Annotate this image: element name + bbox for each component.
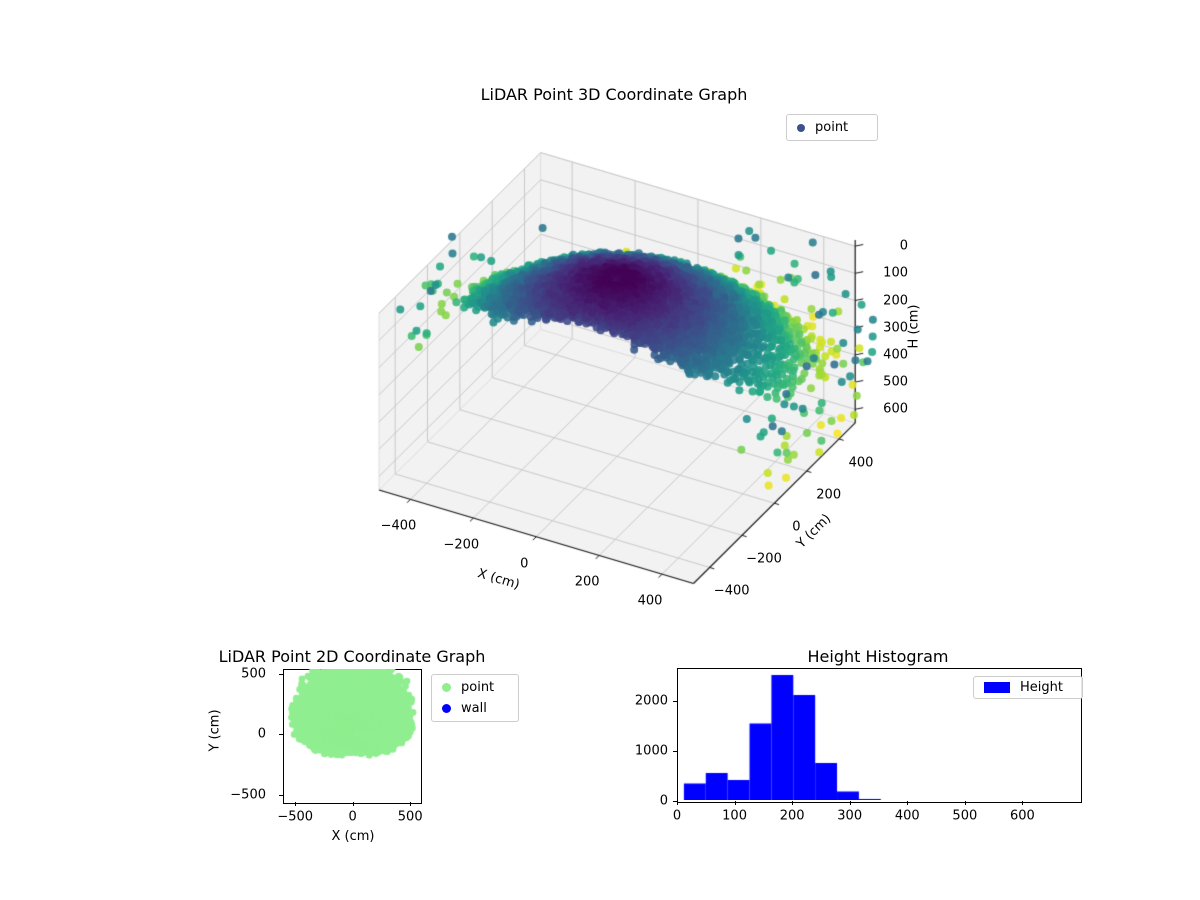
tick-mark	[279, 794, 283, 796]
tick-label: 300	[883, 320, 908, 336]
2d-x-axis-label: X (cm)	[331, 829, 375, 844]
3d-scatter-canvas	[300, 140, 900, 620]
2d-legend: point wall	[431, 674, 519, 722]
tick-label: 600	[1009, 808, 1035, 824]
tick-label: 400	[848, 455, 874, 471]
histogram-legend-row-height: Height	[984, 679, 1072, 697]
tick-mark	[907, 801, 909, 805]
tick-label: 200	[779, 808, 805, 824]
3d-legend-row-point: point	[797, 119, 867, 137]
tick-mark	[673, 701, 677, 702]
wall-marker-icon	[442, 704, 451, 713]
2d-legend-label-point: point	[461, 679, 495, 695]
tick-label: 0	[659, 793, 668, 809]
tick-label: 500	[397, 809, 423, 825]
tick-mark	[673, 801, 677, 802]
histogram-legend: Height	[973, 676, 1083, 699]
tick-label: 400	[883, 347, 908, 363]
2d-legend-row-wall: wall	[442, 700, 508, 718]
tick-label: 200	[883, 293, 908, 308]
tick-label: −500	[230, 787, 266, 802]
tick-mark	[849, 801, 851, 805]
2d-plot-title: LiDAR Point 2D Coordinate Graph	[218, 647, 486, 666]
height-swatch-icon	[984, 682, 1010, 693]
tick-label: 600	[883, 401, 908, 417]
tick-label: −200	[746, 551, 782, 567]
tick-mark	[964, 801, 966, 805]
tick-mark	[352, 802, 354, 806]
tick-label: 0	[257, 726, 266, 742]
tick-label: 0	[672, 808, 682, 824]
tick-label: −400	[380, 518, 417, 534]
2d-y-axis-label: Y (cm)	[207, 709, 223, 752]
3d-z-axis-label: H (cm)	[906, 304, 922, 349]
tick-mark	[792, 801, 794, 805]
tick-label: 0	[899, 238, 908, 254]
tick-mark	[734, 801, 736, 805]
histogram-axes-frame	[677, 668, 1082, 803]
tick-mark	[410, 802, 412, 806]
tick-label: −400	[713, 583, 750, 599]
3d-plot-title: LiDAR Point 3D Coordinate Graph	[480, 85, 748, 104]
tick-mark	[677, 801, 678, 805]
2d-legend-row-point: point	[442, 679, 508, 697]
tick-label: 400	[894, 808, 920, 824]
tick-label: 1000	[634, 743, 668, 759]
tick-label: 2000	[634, 693, 668, 709]
tick-mark	[279, 734, 283, 735]
3d-legend: point	[786, 114, 878, 141]
tick-label: −500	[277, 809, 314, 825]
tick-label: 0	[792, 519, 801, 535]
tick-label: 300	[837, 808, 863, 824]
2d-scatter-canvas	[283, 669, 420, 802]
2d-legend-label-wall: wall	[461, 700, 487, 716]
tick-mark	[295, 802, 297, 806]
tick-label: 200	[816, 487, 842, 503]
tick-mark	[673, 751, 677, 752]
point-marker-icon	[797, 123, 805, 132]
tick-label: 0	[520, 556, 529, 572]
histogram-title: Height Histogram	[807, 647, 949, 666]
tick-label: 500	[952, 808, 978, 824]
tick-label: 0	[348, 809, 357, 825]
tick-label: −200	[443, 537, 480, 553]
point-marker-icon	[442, 683, 451, 692]
tick-mark	[279, 673, 283, 675]
3d-legend-label-point: point	[815, 119, 849, 135]
tick-label: 400	[637, 593, 663, 609]
tick-label: 100	[722, 808, 747, 824]
tick-label: 200	[574, 574, 600, 590]
tick-mark	[1022, 801, 1024, 805]
histogram-legend-label-height: Height	[1020, 679, 1063, 695]
tick-label: 500	[241, 666, 266, 681]
tick-label: 500	[883, 374, 908, 390]
tick-label: 100	[883, 265, 908, 281]
